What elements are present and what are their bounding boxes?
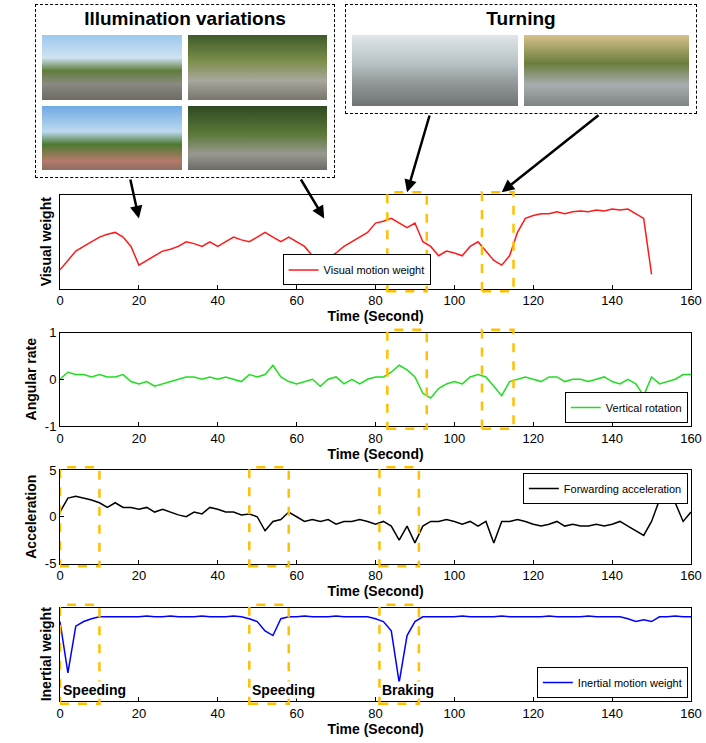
svg-text:Forwarding acceleration: Forwarding acceleration <box>564 483 681 495</box>
svg-text:120: 120 <box>522 706 544 721</box>
svg-text:Angular rate: Angular rate <box>23 338 39 421</box>
svg-text:120: 120 <box>522 568 544 583</box>
svg-text:100: 100 <box>444 431 466 446</box>
svg-text:Inertial motion weight: Inertial motion weight <box>578 677 682 689</box>
svg-text:0: 0 <box>56 706 63 721</box>
svg-text:Time (Second): Time (Second) <box>327 583 423 599</box>
svg-text:60: 60 <box>289 706 303 721</box>
svg-text:-1: -1 <box>45 419 57 434</box>
svg-text:-5: -5 <box>45 556 57 571</box>
svg-text:140: 140 <box>601 293 623 308</box>
svg-text:100: 100 <box>444 293 466 308</box>
svg-text:Visual motion weight: Visual motion weight <box>324 264 425 276</box>
svg-text:Time (Second): Time (Second) <box>327 308 423 324</box>
svg-text:20: 20 <box>132 293 146 308</box>
svg-text:140: 140 <box>601 706 623 721</box>
svg-text:1: 1 <box>49 325 56 340</box>
svg-text:40: 40 <box>211 706 225 721</box>
svg-text:Vertical rotation: Vertical rotation <box>606 402 682 414</box>
svg-text:140: 140 <box>601 431 623 446</box>
svg-text:Braking: Braking <box>382 682 434 698</box>
svg-text:Speeding: Speeding <box>252 682 315 698</box>
svg-text:Inertial weight: Inertial weight <box>38 607 54 701</box>
svg-text:100: 100 <box>444 568 466 583</box>
svg-text:120: 120 <box>522 431 544 446</box>
svg-text:120: 120 <box>522 293 544 308</box>
svg-text:Visual weight: Visual weight <box>38 197 54 287</box>
svg-text:60: 60 <box>289 568 303 583</box>
svg-text:0: 0 <box>56 431 63 446</box>
svg-text:60: 60 <box>289 431 303 446</box>
svg-text:160: 160 <box>680 293 702 308</box>
svg-text:Time (Second): Time (Second) <box>327 721 423 737</box>
svg-text:40: 40 <box>211 431 225 446</box>
svg-text:40: 40 <box>211 293 225 308</box>
svg-text:140: 140 <box>601 568 623 583</box>
svg-text:60: 60 <box>289 293 303 308</box>
svg-text:160: 160 <box>680 706 702 721</box>
svg-text:80: 80 <box>368 431 382 446</box>
svg-text:40: 40 <box>211 568 225 583</box>
svg-text:0: 0 <box>49 372 56 387</box>
html-text:Turning: Turning <box>486 8 556 29</box>
svg-text:Speeding: Speeding <box>63 682 126 698</box>
svg-text:80: 80 <box>368 568 382 583</box>
svg-text:80: 80 <box>368 293 382 308</box>
svg-text:Acceleration: Acceleration <box>23 475 39 559</box>
svg-text:20: 20 <box>132 706 146 721</box>
svg-text:0: 0 <box>56 568 63 583</box>
svg-text:20: 20 <box>132 431 146 446</box>
svg-text:100: 100 <box>444 706 466 721</box>
svg-text:80: 80 <box>368 706 382 721</box>
svg-text:5: 5 <box>49 463 56 478</box>
svg-text:160: 160 <box>680 431 702 446</box>
svg-text:0: 0 <box>56 293 63 308</box>
html-text:Illumination variations: Illumination variations <box>84 8 286 29</box>
svg-text:160: 160 <box>680 568 702 583</box>
svg-text:0: 0 <box>49 509 56 524</box>
svg-text:20: 20 <box>132 568 146 583</box>
svg-text:Time (Second): Time (Second) <box>327 446 423 462</box>
